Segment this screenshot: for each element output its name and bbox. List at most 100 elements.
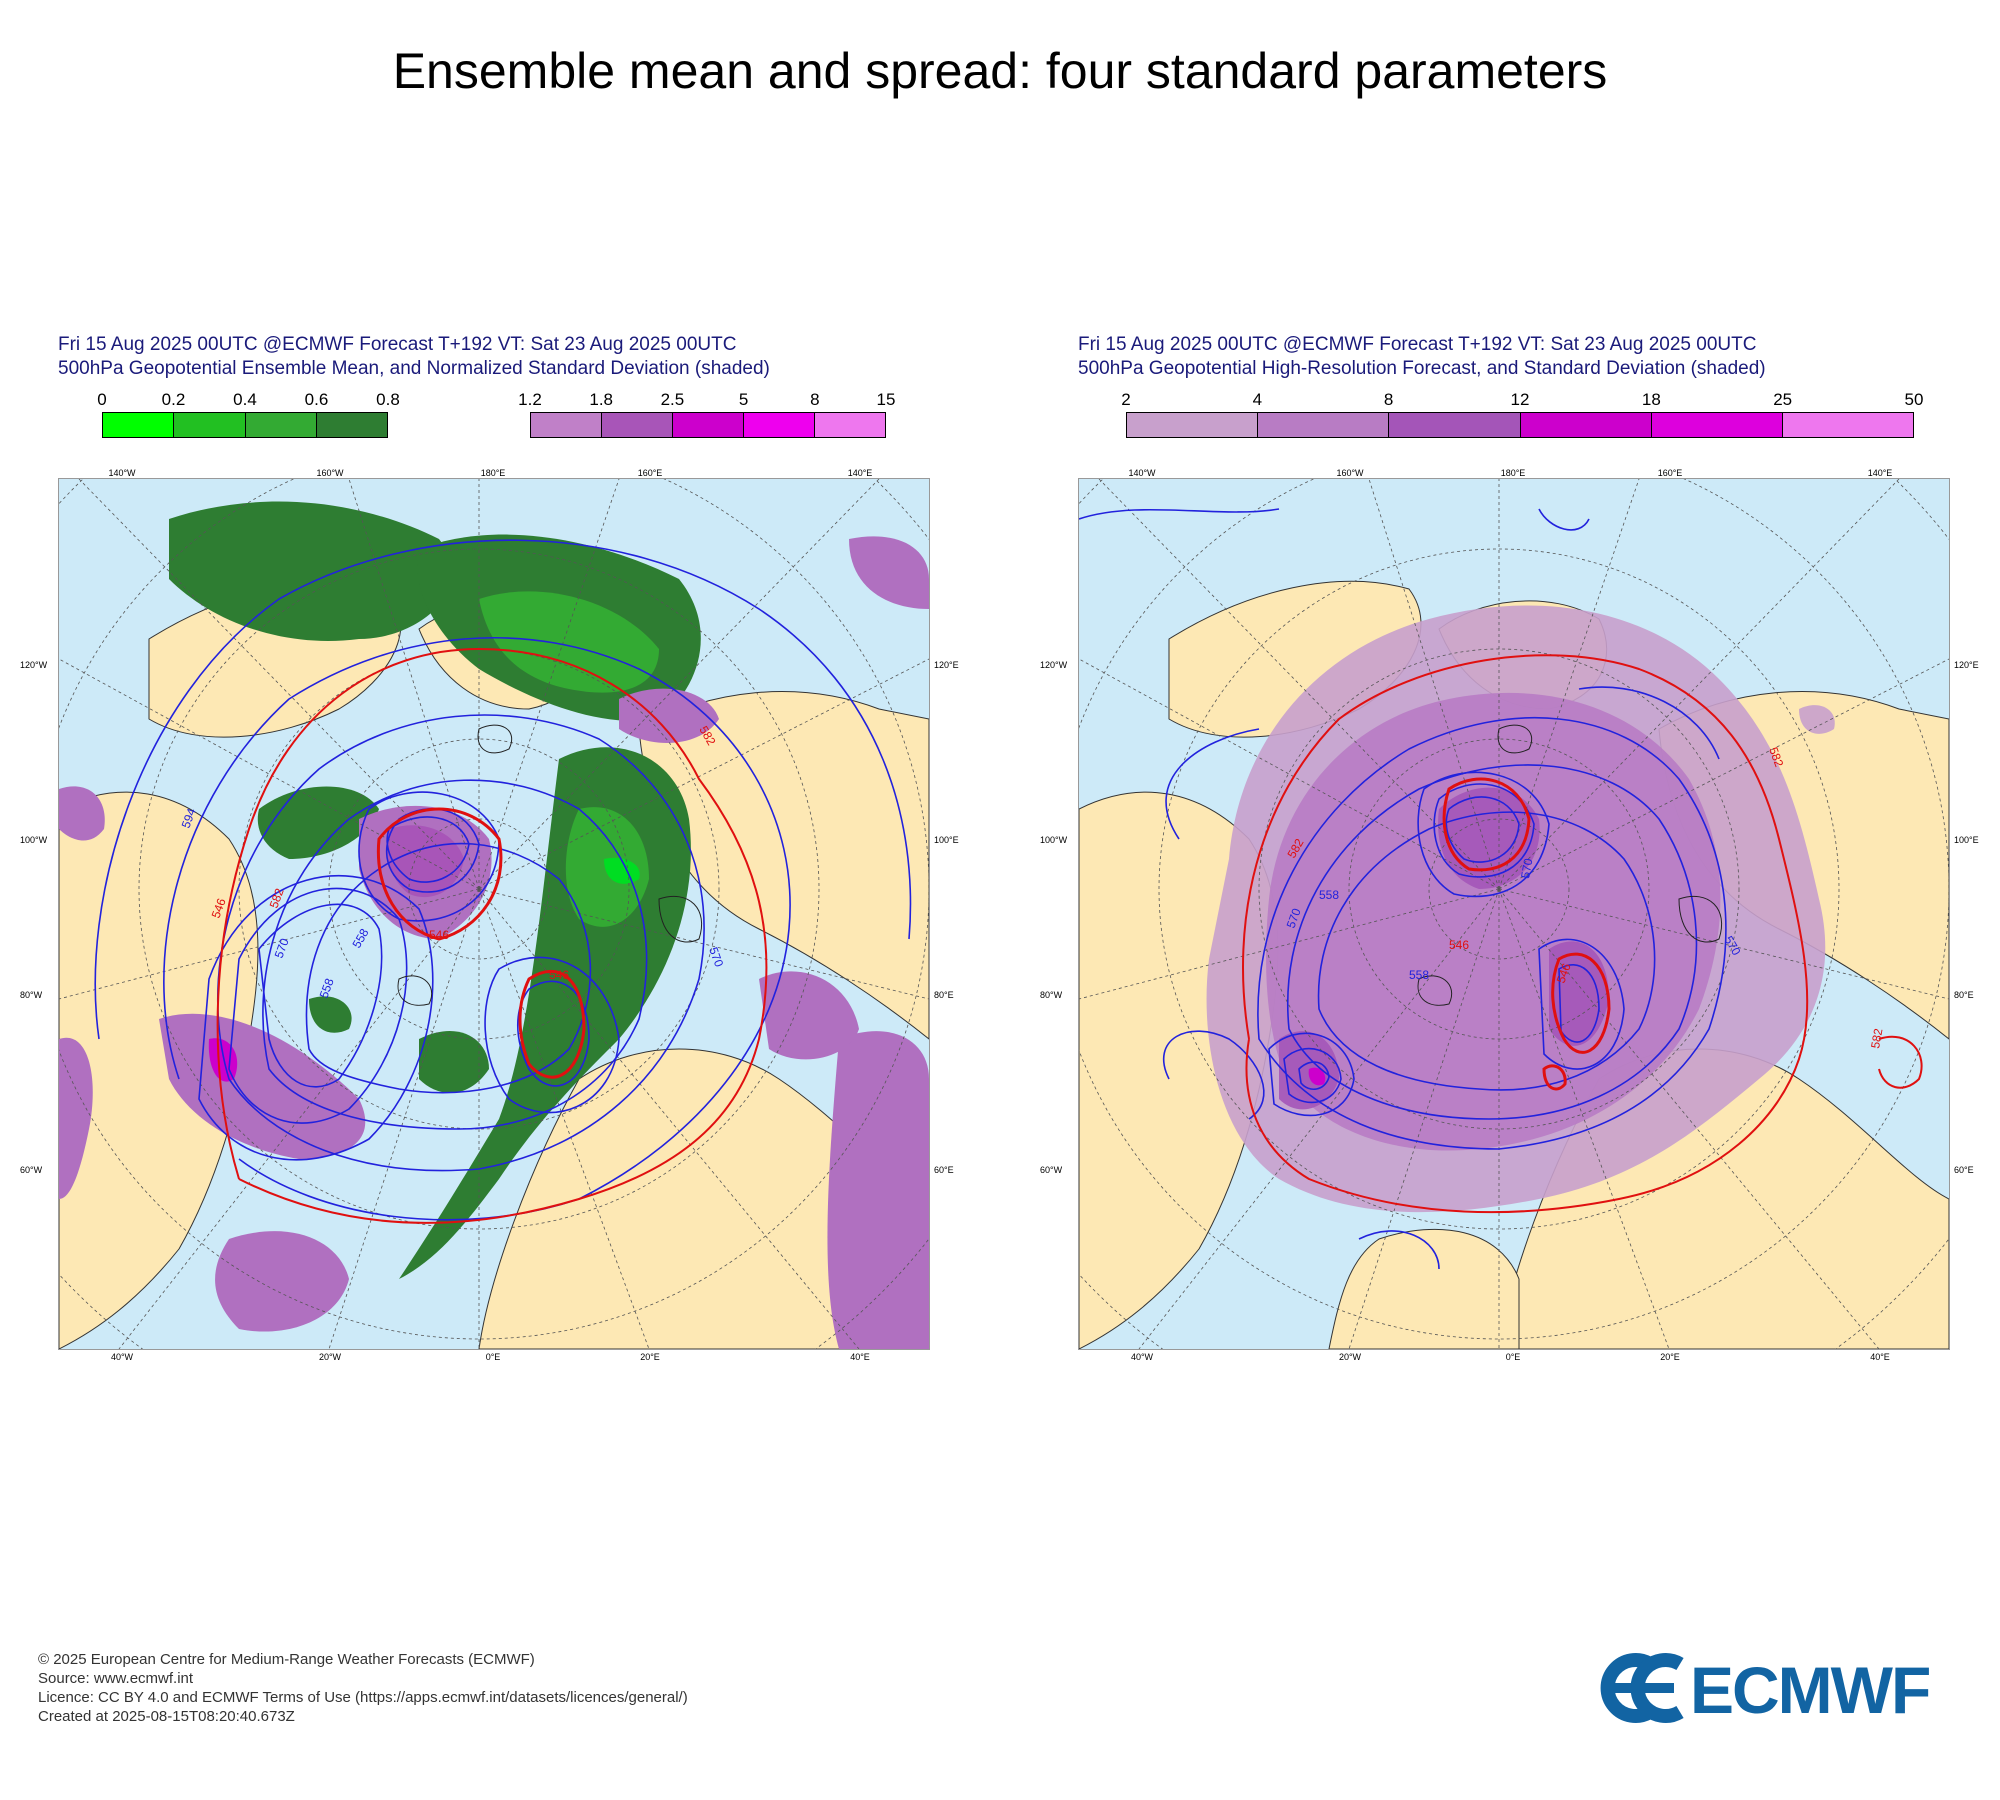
colorbar-swatch (602, 413, 673, 437)
contour-label: 570 (1518, 857, 1535, 879)
spread-shading-green (169, 501, 701, 1279)
lon-label: 140°E (1867, 468, 1893, 478)
colorbar-stddev: 2 4 8 12 18 25 50 (1121, 390, 1923, 450)
colorbar-swatch (1782, 413, 1914, 437)
contour-label: 558 (317, 976, 337, 1000)
colorbar-tick: 2 (1121, 390, 1131, 409)
colorbar-tick: 0.2 (161, 390, 186, 409)
hires-forecast-panel: Fri 15 Aug 2025 00UTC @ECMWF Forecast T+… (1040, 330, 1979, 1370)
colorbar-tick: 0.6 (304, 390, 329, 409)
contour-label: 570 (1284, 906, 1304, 930)
lon-label: 160°E (1657, 468, 1683, 478)
colorbar-tick: 0.8 (376, 390, 400, 409)
contour-label: 546 (549, 968, 569, 982)
panel-header-line2: 500hPa Geopotential Ensemble Mean, and N… (58, 358, 770, 379)
lon-label: 0°E (1505, 1352, 1521, 1362)
contour-label: 558 (1319, 888, 1339, 902)
lon-label: 0°E (485, 1352, 501, 1362)
contour-label: 546 (1554, 961, 1574, 985)
colorbar-tick: 0.4 (233, 390, 257, 409)
stddev-shading (1206, 605, 1835, 1213)
ecmwf-logo-text: ECMWF (1690, 1653, 1931, 1727)
geopotential-contours-red (1242, 654, 1923, 1214)
contour-label: 570 (706, 945, 726, 969)
colorbar-swatch (316, 413, 387, 437)
lat-label: 60°W (20, 1165, 43, 1175)
footer-licence: Licence: CC BY 4.0 and ECMWF Terms of Us… (38, 1689, 688, 1706)
colorbar-swatch (815, 413, 885, 437)
colorbar-swatch (531, 413, 602, 437)
lat-label: 80°E (934, 990, 954, 1000)
lon-label: 180°E (1500, 468, 1526, 478)
colorbar-tick: 1.8 (589, 390, 614, 409)
lon-label: 40°W (1130, 1352, 1154, 1362)
footer-source: Source: www.ecmwf.int (38, 1670, 194, 1687)
colorbar-tick: 25 (1773, 390, 1793, 409)
coastlines (1417, 724, 1723, 1006)
lat-label: 120°W (20, 660, 48, 670)
contour-label: 570 (272, 936, 292, 960)
lat-label: 60°W (1040, 1165, 1063, 1175)
contour-label: 546 (209, 896, 229, 920)
lat-label: 100°W (20, 835, 48, 845)
colorbar-swatch (174, 413, 246, 437)
lon-label: 140°W (1128, 468, 1156, 478)
colorbar-tick: 18 (1641, 390, 1661, 409)
lon-label: 140°E (847, 468, 873, 478)
colorbar-tick: 15 (876, 390, 896, 409)
colorbar-normalized-purple: 1.2 1.8 2.5 5 8 15 (518, 390, 895, 450)
copyright-footer: © 2025 European Centre for Medium-Range … (38, 1650, 688, 1726)
colorbar-swatch (103, 413, 175, 437)
colorbar-tick: 50 (1904, 390, 1924, 409)
panel-header-line1: Fri 15 Aug 2025 00UTC @ECMWF Forecast T+… (58, 334, 737, 355)
geopotential-contours-blue (1079, 508, 1727, 1270)
coastlines (397, 724, 703, 1006)
contour-label: 546 (429, 928, 449, 942)
ecmwf-logo-icon (1600, 1653, 1684, 1723)
ecmwf-logo: ECMWF (1590, 1652, 1970, 1727)
colorbar-swatch (1127, 413, 1259, 437)
lon-label: 180°E (480, 468, 506, 478)
geopotential-contours-red (216, 647, 768, 1224)
contour-label: 558 (1409, 968, 1429, 982)
lon-label: 40°W (110, 1352, 134, 1362)
lat-label: 80°W (20, 990, 43, 1000)
colorbar-swatch (1651, 413, 1783, 437)
colorbar-tick: 8 (1383, 390, 1394, 409)
colorbar-swatch (1520, 413, 1652, 437)
lon-label: 20°E (1660, 1352, 1680, 1362)
lat-label: 80°E (1954, 990, 1974, 1000)
lat-label: 60°E (1954, 1165, 1974, 1175)
contour-label: 582 (1868, 1027, 1885, 1049)
colorbar-tick: 1.2 (518, 390, 542, 409)
lon-label: 20°W (1338, 1352, 1362, 1362)
ensemble-mean-panel: Fri 15 Aug 2025 00UTC @ECMWF Forecast T+… (20, 330, 959, 1370)
contour-label: 582 (267, 886, 287, 910)
colorbar-swatch (1258, 413, 1390, 437)
lat-label: 80°W (1040, 990, 1063, 1000)
lon-label: 160°E (637, 468, 663, 478)
panel-header-line1: Fri 15 Aug 2025 00UTC @ECMWF Forecast T+… (1078, 334, 1757, 355)
lat-label: 60°E (934, 1165, 954, 1175)
polar-map-hires[interactable]: 582 582 570 558 546 570 546 558 582 570 (1078, 478, 1950, 1350)
lon-label: 40°E (850, 1352, 870, 1362)
colorbar-swatch (245, 413, 317, 437)
colorbar-tick: 0 (97, 390, 107, 409)
footer-created: Created at 2025-08-15T08:20:40.673Z (38, 1708, 295, 1725)
lon-label: 20°W (318, 1352, 342, 1362)
colorbar-normalized-green: 0 0.2 0.4 0.6 0.8 (97, 390, 400, 450)
footer-copyright: © 2025 European Centre for Medium-Range … (38, 1651, 535, 1668)
contour-label: 582 (1766, 745, 1786, 769)
lon-label: 140°W (108, 468, 136, 478)
lat-label: 120°E (1954, 660, 1979, 670)
colorbar-swatch (673, 413, 744, 437)
polar-map-ensemble[interactable]: 594 582 570 558 546 546 570 582 546 558 (58, 478, 930, 1350)
lon-label: 20°E (640, 1352, 660, 1362)
contour-labels: 582 582 570 558 546 570 546 558 582 570 (1284, 745, 1886, 1049)
lon-label: 160°W (316, 468, 344, 478)
contour-label: 546 (1449, 938, 1469, 952)
colorbar-tick: 12 (1510, 390, 1530, 409)
page-title: Ensemble mean and spread: four standard … (392, 43, 1608, 99)
colorbar-swatch (744, 413, 815, 437)
lat-label: 100°E (934, 835, 959, 845)
